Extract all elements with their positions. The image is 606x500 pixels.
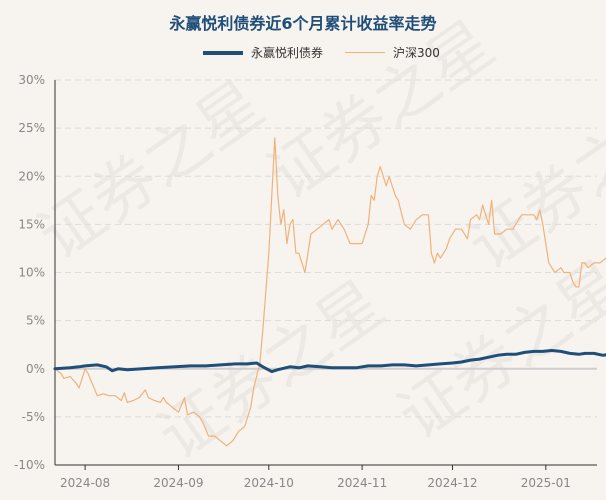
legend-swatch-index <box>345 52 385 53</box>
legend-label-index: 沪深300 <box>393 46 440 60</box>
y-tick-label: 15% <box>18 217 45 231</box>
x-tick-label: 2024-08 <box>60 476 110 490</box>
y-tick-label: 20% <box>18 169 45 183</box>
y-tick-label: 5% <box>26 314 45 328</box>
chart-title: 永赢悦利债券近6个月累计收益率走势 <box>169 14 437 33</box>
y-tick-label: 0% <box>26 362 45 376</box>
series-line-fund <box>53 349 606 374</box>
legend-swatch-fund <box>203 50 243 55</box>
x-tick-label: 2024-10 <box>244 476 294 490</box>
legend-label-fund: 永赢悦利债券 <box>251 46 324 60</box>
y-tick-label: 30% <box>18 73 45 87</box>
legend-item-index[interactable]: 沪深300 <box>345 44 440 61</box>
y-tick-label: -5% <box>22 410 45 424</box>
y-tick-label: 10% <box>18 266 45 280</box>
series-line-index <box>54 137 606 447</box>
x-tick-label: 2024-12 <box>427 476 477 490</box>
x-tick-label: 2025-01 <box>521 476 571 490</box>
x-tick-label: 2024-09 <box>153 476 203 490</box>
x-tick-label: 2024-11 <box>337 476 387 490</box>
y-tick-label: 25% <box>18 121 45 135</box>
legend: 永赢悦利债券 沪深300 <box>0 44 606 62</box>
legend-item-fund[interactable]: 永赢悦利债券 <box>203 44 323 61</box>
y-tick-label: -10% <box>14 458 45 472</box>
